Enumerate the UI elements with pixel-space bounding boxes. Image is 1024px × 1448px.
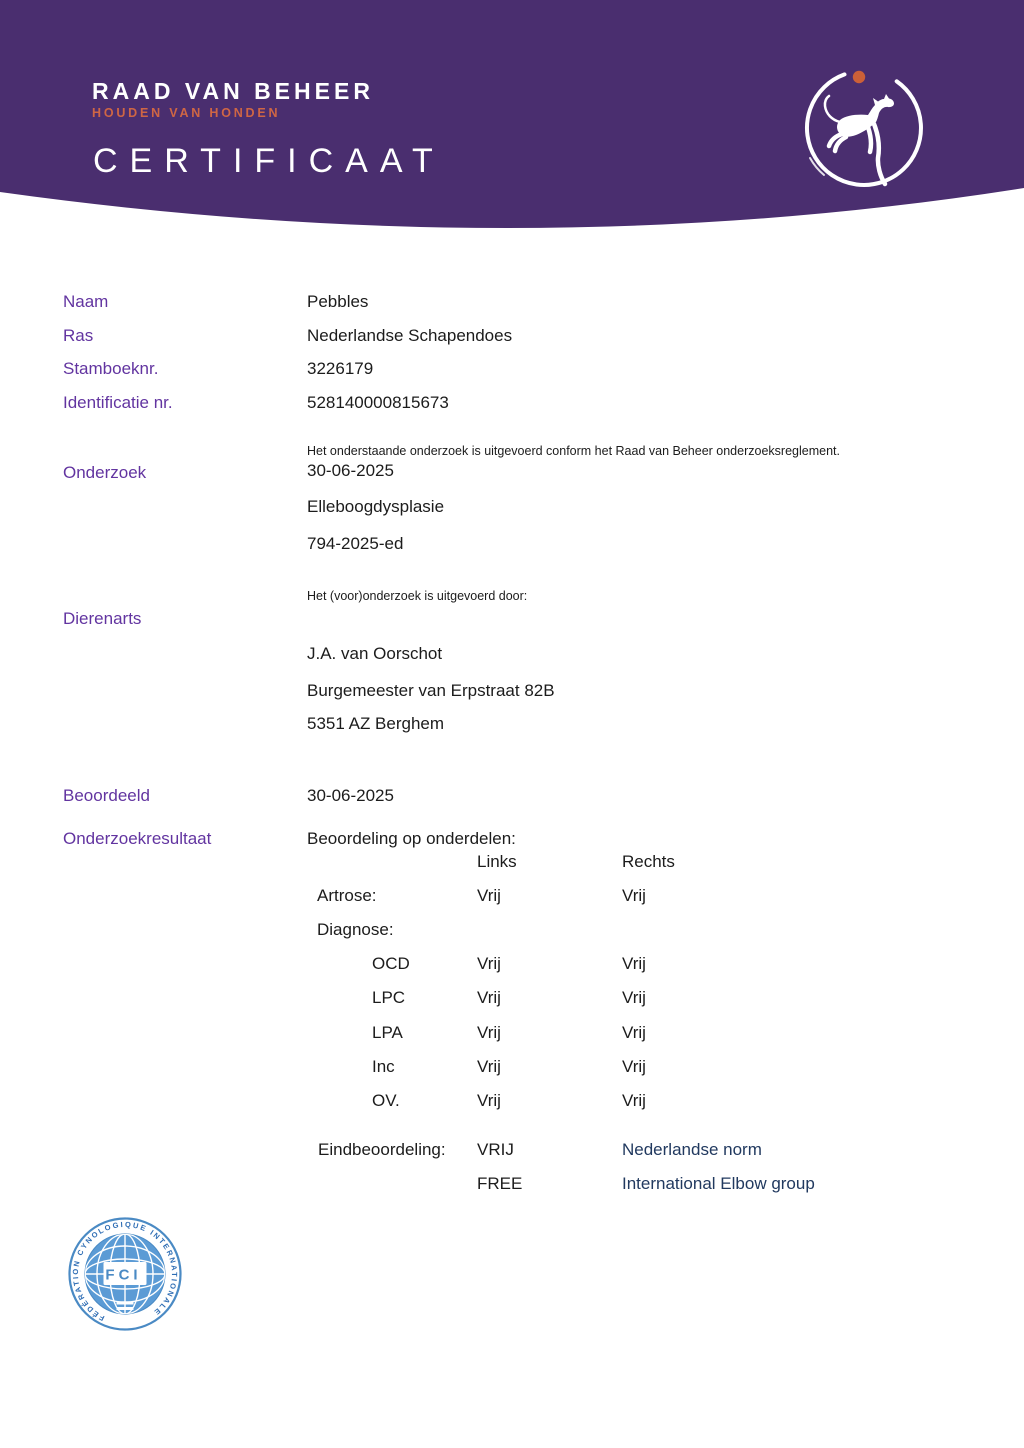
field-value-identificatie: 528140000815673 xyxy=(307,393,449,412)
eindbeoordeling-int-norm: International Elbow group xyxy=(622,1174,815,1193)
diagnose-row-rechts: Vrij xyxy=(622,954,646,973)
dierenarts-name: J.A. van Oorschot xyxy=(307,644,443,663)
diagnose-row-rechts: Vrij xyxy=(622,1091,646,1110)
field-label-identificatie: Identificatie nr. xyxy=(63,393,173,412)
dog-hind-leg xyxy=(826,131,845,149)
field-label-onderzoek: Onderzoek xyxy=(63,463,147,482)
diagnose-row-label: LPC xyxy=(372,988,406,1007)
eindbeoordeling-nl-value: VRIJ xyxy=(477,1140,514,1159)
column-header-links: Links xyxy=(477,852,517,871)
dierenarts-address: Burgemeester van Erpstraat 82B xyxy=(307,681,555,700)
artrose-label: Artrose: xyxy=(317,886,377,905)
dog-tail xyxy=(823,94,842,124)
onderzoek-reference: 794-2025-ed xyxy=(307,534,404,553)
eindbeoordeling-int-value: FREE xyxy=(477,1174,523,1193)
field-label-stamboeknr: Stamboeknr. xyxy=(63,359,159,378)
field-label-beoordeeld: Beoordeeld xyxy=(63,786,150,805)
fci-abbr-text: FCI xyxy=(105,1267,141,1284)
field-value-stamboeknr: 3226179 xyxy=(307,359,374,378)
beoordeeld-date: 30-06-2025 xyxy=(307,786,394,805)
ball-icon xyxy=(852,70,866,84)
dog-hind-leg-2 xyxy=(832,134,849,154)
diagnose-row-label: Inc xyxy=(372,1057,395,1076)
dog-silhouette xyxy=(837,94,894,137)
field-label-ras: Ras xyxy=(63,326,94,345)
diagnose-row-links: Vrij xyxy=(477,988,501,1007)
field-label-naam: Naam xyxy=(63,292,109,311)
eindbeoordeling-label: Eindbeoordeling: xyxy=(318,1140,446,1159)
diagnose-row-rechts: Vrij xyxy=(622,1023,646,1042)
diagnose-row-links: Vrij xyxy=(477,1023,501,1042)
diagnose-row-label: OV. xyxy=(372,1091,400,1110)
diagnose-row-rechts: Vrij xyxy=(622,1057,646,1076)
dierenarts-city: 5351 AZ Berghem xyxy=(307,714,445,733)
onderzoek-note: Het onderstaande onderzoek is uitgevoerd… xyxy=(307,444,840,458)
eindbeoordeling-nl-norm: Nederlandse norm xyxy=(622,1140,762,1159)
dog-logo-circle xyxy=(804,72,923,187)
column-header-rechts: Rechts xyxy=(622,852,675,871)
diagnose-row-rechts: Vrij xyxy=(622,988,646,1007)
field-value-naam: Pebbles xyxy=(307,292,369,311)
diagnose-row-links: Vrij xyxy=(477,1091,501,1110)
resultaat-heading: Beoordeling op onderdelen: xyxy=(307,829,516,848)
brand-name: RAAD VAN BEHEER xyxy=(92,78,374,104)
field-label-dierenarts: Dierenarts xyxy=(63,609,142,628)
fci-abbr-box xyxy=(103,1262,147,1285)
page-title: CERTIFICAAT xyxy=(93,142,445,180)
diagnose-row-links: Vrij xyxy=(477,954,501,973)
onderzoek-type: Elleboogdysplasie xyxy=(307,497,445,516)
header-curve-shape xyxy=(0,0,1024,229)
dog-front-leg-2 xyxy=(865,124,874,155)
field-value-ras: Nederlandse Schapendoes xyxy=(307,326,513,345)
diagnose-row-label: LPA xyxy=(372,1023,403,1042)
header-banner xyxy=(0,0,1024,229)
diagnose-row-links: Vrij xyxy=(477,1057,501,1076)
artrose-links: Vrij xyxy=(477,886,501,905)
dog-logo-brush-accent xyxy=(809,157,825,176)
diagnose-row-label: OCD xyxy=(372,954,410,973)
brand-tagline: HOUDEN VAN HONDEN xyxy=(92,106,281,120)
onderzoek-date: 30-06-2025 xyxy=(307,461,394,480)
dog-logo xyxy=(804,70,923,187)
diagnose-label: Diagnose: xyxy=(317,920,394,939)
dierenarts-note: Het (voor)onderzoek is uitgevoerd door: xyxy=(307,589,528,603)
field-label-onderzoekresultaat: Onderzoekresultaat xyxy=(63,829,212,848)
fci-equals-icon xyxy=(116,1301,134,1310)
fci-logo: FÉDÉRATION CYNOLOGIQUE INTERNATIONALE FC… xyxy=(68,1217,182,1331)
dog-front-leg xyxy=(871,121,888,187)
artrose-rechts: Vrij xyxy=(622,886,646,905)
